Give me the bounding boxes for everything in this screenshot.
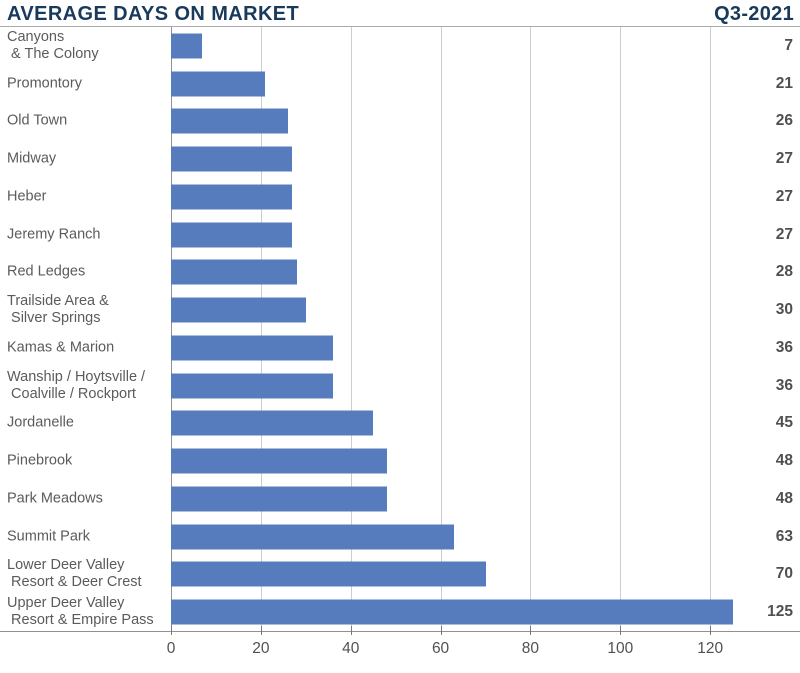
chart-row: Midway 27 [0, 140, 800, 178]
bar [171, 146, 292, 172]
gridline-x100 [620, 27, 622, 631]
category-label: Wanship / Hoytsville / Coalville / Rockp… [7, 368, 146, 402]
axis-tick-label: 40 [342, 640, 360, 657]
category-label: Lower Deer Valley Resort & Deer Crest [7, 557, 142, 591]
category-label: Heber [7, 188, 47, 205]
bar [171, 335, 333, 361]
value-label: 27 [775, 150, 793, 168]
chart-row: Kamas & Marion 36 [0, 329, 800, 367]
value-label: 30 [775, 301, 793, 319]
bar [171, 297, 306, 323]
category-label: Park Meadows [7, 490, 103, 507]
bar [171, 524, 454, 550]
bar [171, 561, 486, 587]
gridline-x60 [440, 27, 442, 631]
axis-tick-label: 20 [252, 640, 270, 657]
chart-row: Jeremy Ranch 27 [0, 216, 800, 254]
axis-tick-label: 120 [697, 640, 724, 657]
axis-tick-label: 60 [431, 640, 450, 657]
value-label: 48 [775, 489, 793, 507]
category-label: Canyons & The Colony [7, 28, 99, 62]
value-label: 27 [775, 187, 793, 205]
value-label: 36 [775, 376, 793, 394]
value-label: 48 [775, 452, 793, 470]
y-axis-line [171, 27, 172, 631]
bar [171, 486, 387, 512]
category-label: Old Town [7, 112, 68, 129]
chart-row: Old Town 26 [0, 103, 800, 141]
category-label: Jordanelle [7, 414, 74, 431]
value-label: 7 [784, 36, 793, 54]
chart-row: Canyons & The Colony 7 [0, 27, 800, 65]
chart-row: Upper Deer Valley Resort & Empire Pass 12… [0, 593, 800, 631]
chart-row: Heber 27 [0, 178, 800, 216]
gridlines-layer [0, 27, 800, 631]
value-label: 36 [775, 338, 793, 356]
value-label: 26 [775, 112, 793, 130]
bar [171, 222, 292, 248]
chart-row: Park Meadows 48 [0, 480, 800, 518]
bar [171, 259, 297, 285]
value-label: 45 [775, 414, 793, 432]
chart-title: AVERAGE DAYS ON MARKET [7, 3, 300, 25]
category-label: Jeremy Ranch [7, 226, 101, 243]
bar [171, 373, 333, 399]
value-label: 70 [775, 565, 793, 583]
category-label: Red Ledges [7, 263, 86, 280]
gridline-x80 [530, 27, 532, 631]
value-label: 21 [775, 74, 793, 92]
chart-row: Red Ledges 28 [0, 254, 800, 292]
bar [171, 599, 733, 625]
value-label: 28 [775, 263, 793, 281]
category-label: Kamas & Marion [7, 339, 115, 356]
bar [171, 71, 265, 97]
chart-row: Pinebrook 48 [0, 442, 800, 480]
category-label: Midway [7, 150, 57, 167]
category-label: Summit Park [7, 528, 90, 545]
category-label: Pinebrook [7, 452, 73, 469]
gridline-x20 [260, 27, 262, 631]
axis-tick-label: 80 [521, 640, 540, 657]
bar-rows-container: Canyons & The Colony 7 Promontory 21 Old Tow… [0, 27, 800, 631]
chart-row: Wanship / Hoytsville / Coalville / Rockp… [0, 367, 800, 405]
bar [171, 33, 202, 59]
category-label: Promontory [7, 75, 82, 92]
chart-row: Trailside Area & Silver Springs 30 [0, 291, 800, 329]
bar [171, 184, 292, 210]
category-label: Upper Deer Valley Resort & Empire Pass [7, 595, 154, 629]
category-label: Trailside Area & Silver Springs [7, 293, 109, 327]
axis-tick-label: 100 [607, 640, 634, 657]
gridline-x120 [710, 27, 712, 631]
bar [171, 410, 373, 436]
chart-period-label: Q3-2021 [714, 3, 794, 25]
x-axis-line [0, 631, 800, 632]
axis-tick-label: 0 [166, 640, 176, 657]
chart-row: Promontory 21 [0, 65, 800, 103]
chart-row: Lower Deer Valley Resort & Deer Crest 70 [0, 556, 800, 594]
value-label: 27 [775, 225, 793, 243]
value-label: 125 [767, 603, 793, 621]
bar [171, 448, 387, 474]
value-label: 63 [775, 527, 793, 545]
bar [171, 108, 288, 134]
gridline-x40 [350, 27, 352, 631]
plot-top-border [0, 26, 800, 27]
chart-row: Summit Park 63 [0, 518, 800, 556]
chart-row: Jordanelle 45 [0, 405, 800, 443]
